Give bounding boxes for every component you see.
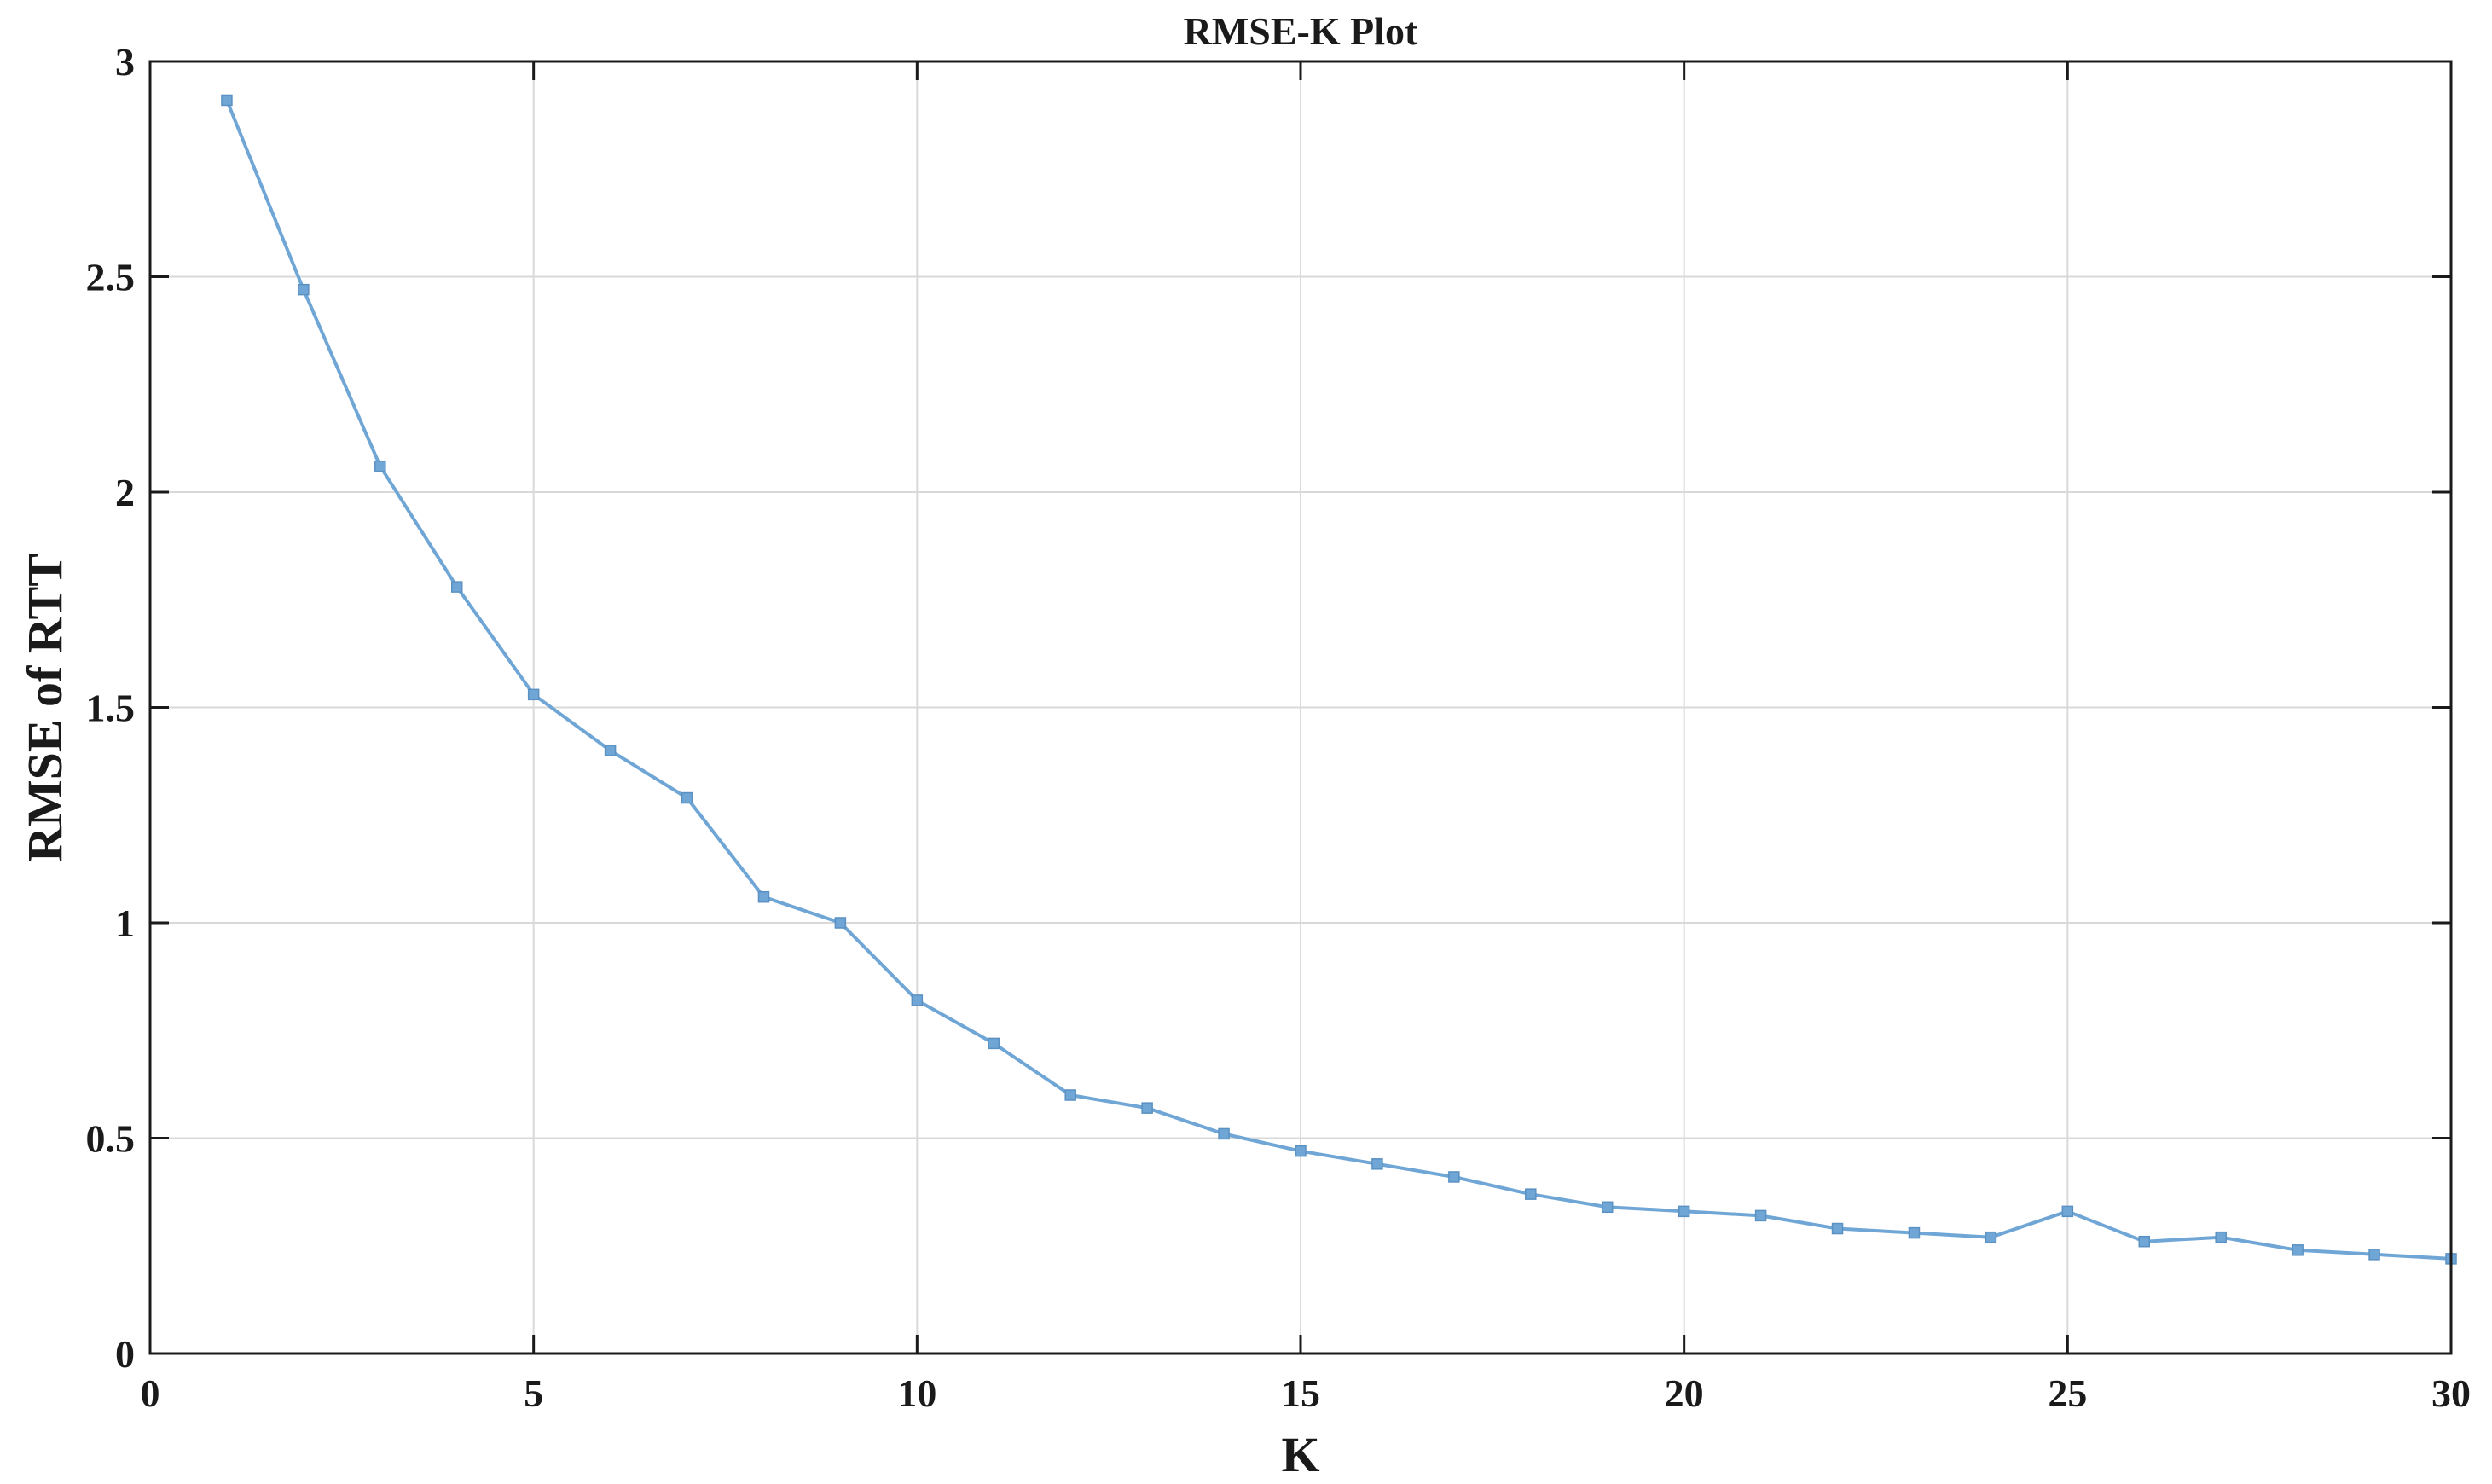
data-point-marker [1371, 1158, 1383, 1170]
data-point-marker [2138, 1235, 2151, 1248]
y-tick-label: 1 [115, 901, 135, 945]
axis-ticks: 0 5 10 15 20 25 30 0 0.5 1 1.5 2 2.5 3 [86, 40, 2472, 1415]
data-point-marker [1908, 1226, 1921, 1239]
data-point-marker [1064, 1089, 1076, 1101]
series-line [225, 99, 2452, 1261]
data-point-marker [2292, 1244, 2304, 1256]
y-tick-label: 0 [115, 1332, 135, 1376]
data-point-marker [221, 94, 233, 107]
data-point-marker [681, 791, 693, 804]
data-point-marker [1985, 1231, 1997, 1243]
data-point-marker [1448, 1171, 1460, 1183]
data-point-marker [1754, 1209, 1767, 1222]
chart-title: RMSE-K Plot [1184, 9, 1418, 53]
data-point-marker [2368, 1249, 2380, 1261]
y-tick-label: 0.5 [86, 1117, 136, 1161]
y-tick-label: 2.5 [86, 256, 136, 299]
y-tick-label: 1.5 [86, 687, 136, 730]
data-point-marker [527, 688, 540, 701]
data-point-marker [1678, 1205, 1690, 1218]
y-axis-label: RMSE of RTT [17, 554, 72, 862]
y-tick-label: 3 [115, 40, 135, 84]
data-point-marker [1295, 1145, 1307, 1157]
data-point-marker [1218, 1127, 1230, 1140]
data-point-marker [2061, 1205, 2074, 1218]
x-tick-label: 30 [2431, 1371, 2471, 1415]
data-point-marker [1141, 1102, 1153, 1114]
data-point-marker [374, 460, 386, 472]
grid-lines [150, 61, 2451, 1354]
y-tick-label: 2 [115, 471, 135, 514]
data-point-marker [757, 890, 770, 903]
x-tick-label: 15 [1281, 1371, 1320, 1415]
data-point-marker [911, 994, 924, 1006]
x-tick-label: 0 [141, 1371, 160, 1415]
data-point-marker [298, 283, 310, 296]
data-point-marker [604, 745, 617, 756]
data-point-marker [450, 581, 463, 593]
series-layer [221, 94, 2457, 1265]
data-point-marker [988, 1037, 1000, 1050]
x-tick-label: 10 [897, 1371, 936, 1415]
data-point-marker [834, 917, 847, 929]
x-tick-label: 5 [524, 1371, 543, 1415]
data-point-marker [2215, 1231, 2227, 1243]
data-point-marker [1831, 1222, 1844, 1235]
x-tick-label: 25 [2048, 1371, 2087, 1415]
x-axis-label: K [1281, 1427, 1319, 1480]
x-tick-label: 20 [1665, 1371, 1704, 1415]
data-point-marker [1601, 1201, 1614, 1214]
data-point-marker [1525, 1188, 1537, 1200]
